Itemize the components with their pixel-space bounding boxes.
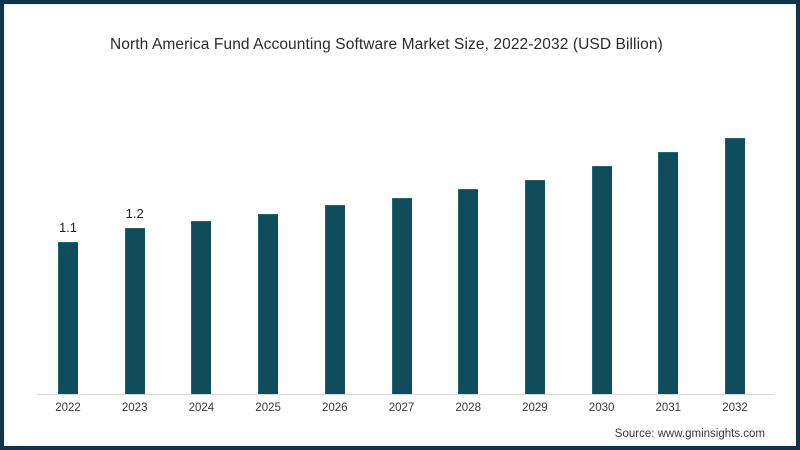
bar-2026 [324,204,345,394]
bar-2030 [591,166,612,394]
x-axis-tick-2026: 2026 [322,402,348,414]
bar-value-label-2022: 1.1 [58,220,78,235]
x-axis-tick-2032: 2032 [722,402,748,414]
source-attribution: Source: www.gminsights.com [614,428,765,440]
x-axis-tick-2030: 2030 [588,402,615,414]
x-axis-line [37,394,774,395]
x-axis-tick-2022: 2022 [55,402,81,414]
bar-2027 [391,197,412,394]
plot-area: 1.1 2022 1.2 2023 2024 2025 2026 2027 2028 2029 20… [4,4,796,446]
bar-2025 [258,214,279,394]
x-axis-tick-2024: 2024 [188,402,215,414]
x-axis-tick-2023: 2023 [121,402,148,414]
bar-2022 [58,242,78,394]
bar-2031 [658,152,679,394]
x-axis-tick-2025: 2025 [255,402,281,414]
x-axis-tick-2031: 2031 [655,402,682,414]
bar-value-label-2023: 1.2 [125,206,144,222]
bar-2024 [191,221,212,394]
x-axis-tick-2028: 2028 [455,402,481,414]
bar-2029 [524,179,545,394]
page-title: North America Fund Accounting Software M… [110,36,663,53]
x-axis-tick-2027: 2027 [388,402,415,414]
bar-2032 [725,138,745,394]
bar-2023 [124,228,145,394]
bar-2028 [458,189,479,394]
x-axis-tick-2029: 2029 [522,402,548,414]
